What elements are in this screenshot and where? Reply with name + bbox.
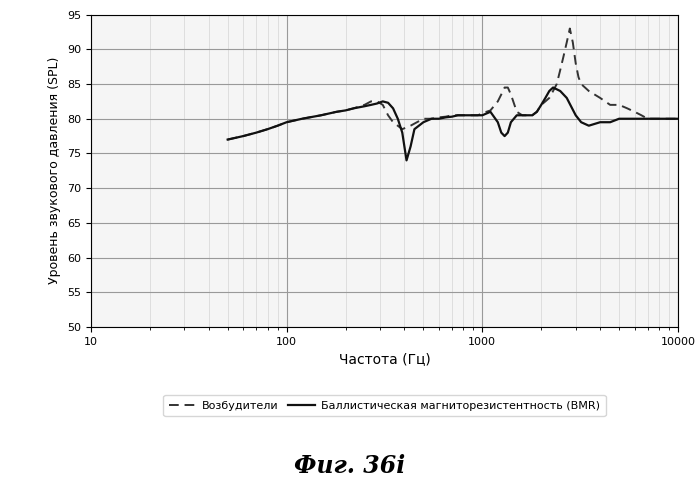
- Баллистическая магниторезистентность (BMR): [478, 112, 487, 118]
- Баллистическая магниторезистентность (BMR): [674, 116, 682, 122]
- Возбудители: [606, 102, 614, 108]
- Возбудители: [419, 116, 428, 122]
- X-axis label: Частота (Гц): Частота (Гц): [338, 352, 431, 366]
- Line: Возбудители: Возбудители: [228, 28, 678, 140]
- Возбудители: [565, 25, 574, 31]
- Баллистическая магниторезистентность (BMR): [549, 84, 557, 90]
- Возбудители: [384, 112, 392, 118]
- Text: Фиг. 36i: Фиг. 36i: [294, 454, 405, 478]
- Баллистическая магниторезистентность (BMR): [469, 112, 477, 118]
- Баллистическая магниторезистентность (BMR): [537, 102, 545, 108]
- Line: Баллистическая магниторезистентность (BMR): Баллистическая магниторезистентность (BM…: [228, 87, 678, 161]
- Возбудители: [224, 137, 232, 142]
- Возбудители: [655, 116, 663, 122]
- Баллистическая магниторезистентность (BMR): [406, 143, 415, 149]
- Возбудители: [500, 84, 509, 90]
- Y-axis label: Уровень звукового давления (SPL): Уровень звукового давления (SPL): [48, 57, 62, 285]
- Возбудители: [469, 112, 477, 118]
- Legend: Возбудители, Баллистическая магниторезистентность (BMR): Возбудители, Баллистическая магниторезис…: [164, 395, 605, 416]
- Баллистическая магниторезистентность (BMR): [224, 137, 232, 142]
- Баллистическая магниторезистентность (BMR): [403, 158, 411, 163]
- Возбудители: [674, 116, 682, 122]
- Баллистическая магниторезистентность (BMR): [394, 116, 402, 122]
- Баллистическая магниторезистентность (BMR): [665, 116, 673, 122]
